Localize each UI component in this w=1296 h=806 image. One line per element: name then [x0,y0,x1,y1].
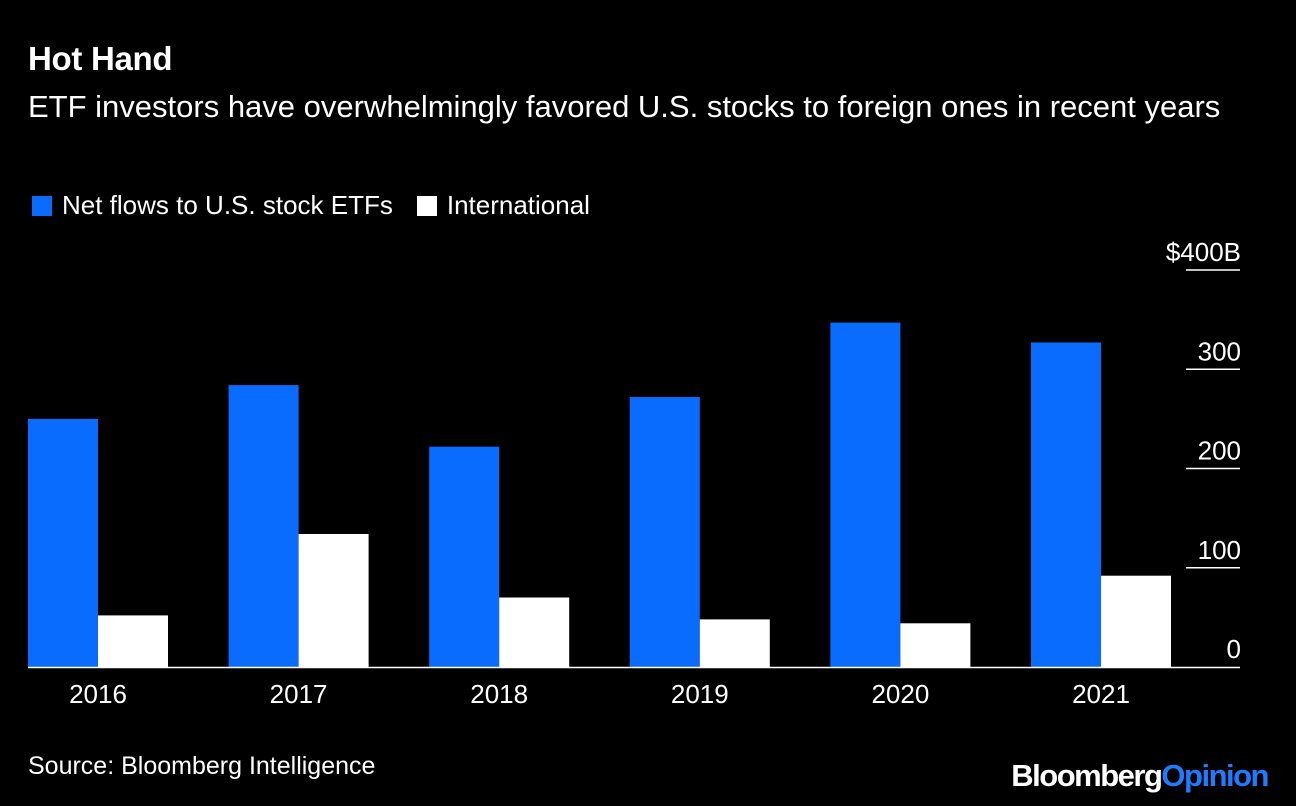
brand-logo-part1: Bloomberg [1011,758,1163,793]
bar-international-2018 [499,597,570,667]
bar-us-2017 [228,385,299,667]
x-tick-label-2017: 2017 [270,679,328,709]
legend-item-us: Net flows to U.S. stock ETFs [32,190,393,221]
bars-layer [28,322,1171,667]
bar-international-2016 [98,615,168,667]
chart-subtitle: ETF investors have overwhelmingly favore… [28,89,1221,124]
bar-us-2016 [28,418,98,667]
bar-international-2021 [1101,575,1171,667]
x-tick-label-2019: 2019 [671,679,729,709]
y-tick-label-0: 0 [1227,634,1241,664]
legend: Net flows to U.S. stock ETFs Internation… [32,190,614,221]
x-tick-label-2016: 2016 [69,679,127,709]
axis-layer: 2016 2017 2018 2019 2020 2021 0 100 200 300 $400B [28,237,1241,709]
brand-logo: BloombergOpinion [1011,758,1269,794]
y-tick-label-400: $400B [1166,237,1241,267]
chart-title: Hot Hand [28,40,173,77]
bar-us-2019 [629,397,700,667]
x-tick-label-2020: 2020 [871,679,929,709]
bar-us-2018 [429,446,500,667]
bar-international-2020 [900,623,971,667]
legend-label-international: International [446,190,590,220]
bar-international-2019 [699,619,770,667]
y-tick-label-300: 300 [1198,336,1241,366]
x-tick-label-2021: 2021 [1072,679,1130,709]
legend-swatch-us [32,195,52,216]
legend-label-us: Net flows to U.S. stock ETFs [62,190,393,220]
source-note: Source: Bloomberg Intelligence [28,752,376,780]
bar-us-2021 [1031,342,1101,667]
bar-us-2020 [830,322,901,667]
y-tick-label-200: 200 [1198,436,1241,466]
bar-international-2017 [298,534,369,667]
x-tick-label-2018: 2018 [470,679,528,709]
legend-swatch-international [416,195,437,216]
y-tick-label-100: 100 [1198,535,1241,565]
brand-logo-part2: Opinion [1161,758,1269,793]
legend-item-international: International [416,190,590,221]
